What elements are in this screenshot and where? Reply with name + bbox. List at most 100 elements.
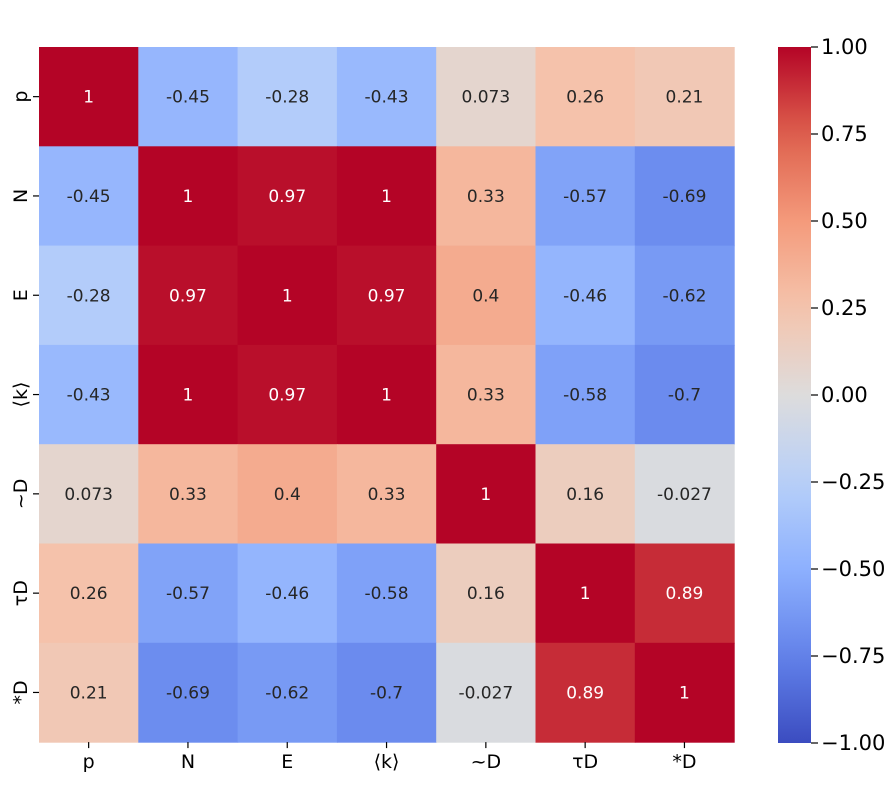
y-tick-label: ~D — [10, 479, 32, 510]
cell-value-label: -0.7 — [668, 386, 701, 406]
heatmap-cell — [237, 245, 338, 346]
heatmap-cell — [39, 344, 139, 445]
y-tick-label: N — [10, 189, 32, 203]
y-tick-label: τD — [10, 580, 32, 606]
cell-value-label: -0.62 — [662, 286, 706, 306]
heatmap-cell — [634, 642, 735, 743]
heatmap-cell — [138, 146, 239, 247]
cell-value-label: -0.69 — [166, 683, 210, 703]
cell-value-label: -0.46 — [265, 584, 309, 604]
heatmap-cell — [39, 146, 139, 247]
heatmap-cell — [535, 543, 636, 644]
x-tick-label: τD — [572, 751, 598, 773]
cell-value-label: 0.16 — [566, 485, 604, 505]
colorbar-tick-label: −0.50 — [821, 557, 885, 581]
heatmap-cells: 1 -0.45 -0.28 -0.43 0.073 0.26 0.21 -0.45 1 0.97 1… — [39, 47, 735, 743]
cell-value-label: 0.21 — [70, 683, 108, 703]
heatmap-cell — [535, 444, 636, 545]
heatmap-cell — [138, 444, 239, 545]
heatmap-cell — [237, 444, 338, 545]
colorbar-tick-label: 0.25 — [821, 296, 868, 320]
heatmap-cell — [436, 642, 537, 743]
heatmap-cell — [436, 47, 537, 147]
cell-value-label: -0.43 — [67, 386, 111, 406]
heatmap-cell — [436, 444, 537, 545]
colorbar-tick-label: −1.00 — [821, 731, 885, 755]
x-tick-label: ⟨k⟩ — [374, 751, 400, 773]
heatmap-cell — [138, 245, 239, 346]
heatmap-cell — [138, 642, 239, 743]
cell-value-label: 1 — [580, 584, 591, 604]
x-tick-label: ~D — [471, 751, 502, 773]
cell-value-label: -0.46 — [563, 286, 607, 306]
heatmap-cell — [535, 344, 636, 445]
cell-value-label: 1 — [381, 187, 392, 207]
cell-value-label: 1 — [679, 683, 690, 703]
heatmap-cell — [336, 47, 437, 147]
heatmap-cell — [634, 543, 735, 644]
cell-value-label: 0.97 — [268, 187, 306, 207]
cell-value-label: 0.97 — [169, 286, 207, 306]
heatmap-cell — [634, 245, 735, 346]
heatmap-cell — [237, 344, 338, 445]
heatmap-cell — [336, 543, 437, 644]
heatmap-cell — [39, 642, 139, 743]
cell-value-label: 0.33 — [169, 485, 207, 505]
colorbar-tick-label: 0.00 — [821, 383, 868, 407]
cell-value-label: 0.4 — [472, 286, 499, 306]
cell-value-label: -0.58 — [365, 584, 409, 604]
y-tick-label: p — [10, 91, 32, 103]
cell-value-label: 0.89 — [566, 683, 604, 703]
cell-value-label: 0.97 — [368, 286, 406, 306]
colorbar-tick-label: 1.00 — [821, 35, 868, 59]
x-tick-label: N — [181, 751, 195, 773]
cell-value-label: 0.073 — [462, 88, 511, 108]
cell-value-label: -0.28 — [265, 88, 309, 108]
cell-value-label: 0.33 — [467, 386, 505, 406]
cell-value-label: 1 — [83, 88, 94, 108]
cell-value-label: 0.4 — [274, 485, 301, 505]
cell-value-label: 1 — [282, 286, 293, 306]
y-tick-label: ⟨k⟩ — [10, 382, 32, 408]
cell-value-label: -0.027 — [657, 485, 712, 505]
cell-value-label: 0.89 — [666, 584, 704, 604]
colorbar-tick-label: −0.25 — [821, 470, 885, 494]
y-tick-label: E — [10, 289, 32, 301]
heatmap-cell — [138, 344, 239, 445]
heatmap-cell — [436, 344, 537, 445]
heatmap-cell — [535, 47, 636, 147]
colorbar-tick-label: −0.75 — [821, 644, 885, 668]
heatmap-cell — [237, 47, 338, 147]
heatmap-cell — [39, 543, 139, 644]
heatmap-cell — [138, 47, 239, 147]
colorbar-tick-label: 0.75 — [821, 122, 868, 146]
heatmap-cell — [336, 344, 437, 445]
x-tick-label: *D — [672, 751, 696, 773]
heatmap-cell — [436, 543, 537, 644]
cell-value-label: -0.7 — [370, 683, 403, 703]
heatmap-cell — [39, 444, 139, 545]
colorbar-gradient — [778, 47, 811, 743]
cell-value-label: -0.69 — [662, 187, 706, 207]
heatmap-cell — [336, 146, 437, 247]
cell-value-label: -0.62 — [265, 683, 309, 703]
heatmap-cell — [436, 146, 537, 247]
heatmap-cell — [634, 47, 735, 147]
heatmap-cell — [138, 543, 239, 644]
cell-value-label: 0.073 — [64, 485, 113, 505]
cell-value-label: 1 — [480, 485, 491, 505]
heatmap-cell — [237, 146, 338, 247]
heatmap-cell — [535, 642, 636, 743]
cell-value-label: 0.26 — [70, 584, 108, 604]
colorbar: 1.00 0.75 0.50 0.25 0.00 −0.25 −0.50 −0.75 −1.00 — [778, 35, 885, 755]
heatmap-cell — [336, 245, 437, 346]
cell-value-label: -0.027 — [458, 683, 513, 703]
cell-value-label: 1 — [183, 187, 194, 207]
y-tick-label: *D — [10, 680, 32, 704]
heatmap-cell — [535, 146, 636, 247]
cell-value-label: 1 — [183, 386, 194, 406]
heatmap-cell — [39, 245, 139, 346]
heatmap-cell — [237, 543, 338, 644]
heatmap-cell — [436, 245, 537, 346]
